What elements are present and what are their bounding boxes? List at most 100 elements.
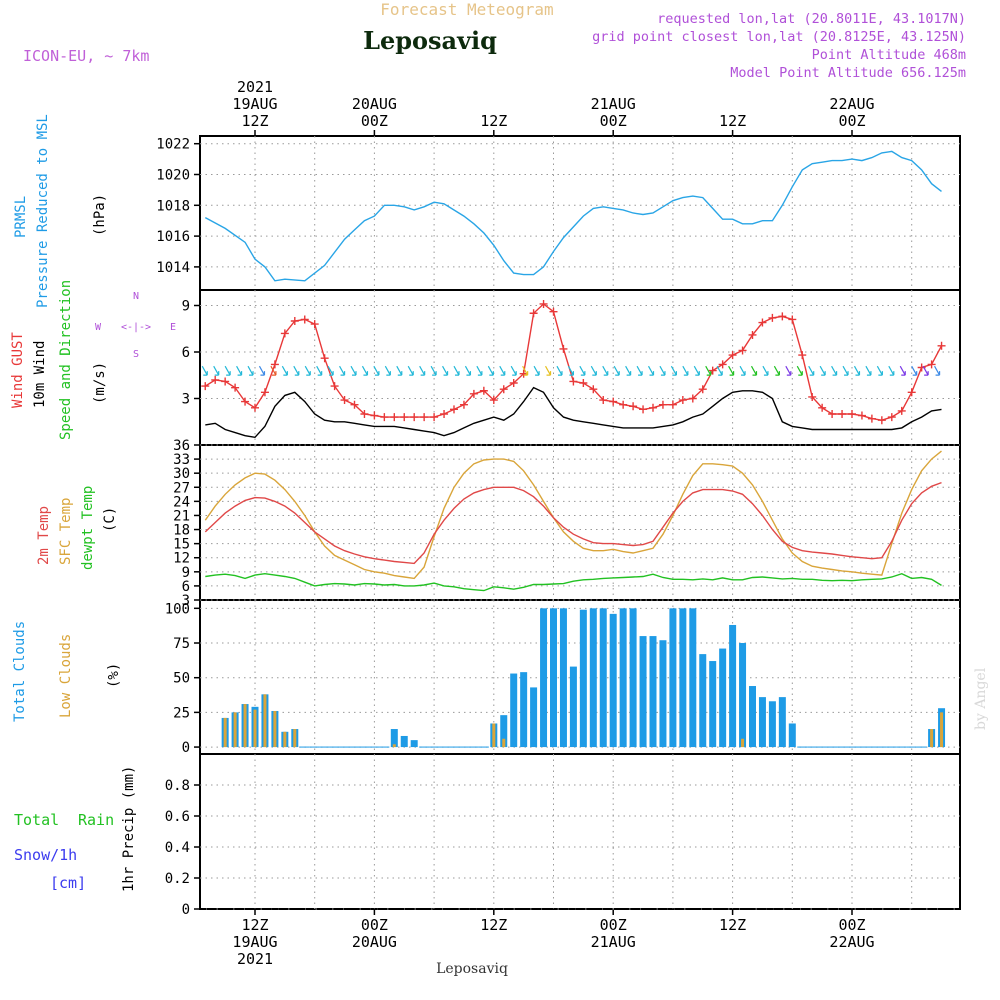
model-altitude: Model Point Altitude 656.125m <box>730 65 966 81</box>
total-cloud-bar <box>550 608 557 748</box>
gust-marker <box>828 410 837 418</box>
wind-direction-arrow <box>556 365 563 376</box>
gust-marker <box>251 403 259 412</box>
requested-coords: requested lon,lat (20.8011E, 43.1017N) <box>657 11 966 27</box>
wind-direction-arrow <box>625 365 632 376</box>
rain-label: Rain <box>78 811 114 829</box>
low-cloud-bar <box>283 731 287 748</box>
total-cloud-bar <box>699 654 707 748</box>
wind-direction-arrow <box>533 365 540 376</box>
gust-marker <box>300 315 309 324</box>
total-cloud-bar <box>559 608 567 748</box>
bottom-time-label: 12Z <box>719 916 746 934</box>
bottom-time-label: 00Z <box>361 916 388 934</box>
low-cloud-bar <box>253 709 257 748</box>
wind-direction-arrow <box>670 365 677 376</box>
wind-direction-arrow <box>293 365 300 376</box>
gust-marker <box>549 307 558 316</box>
wind-direction-arrow <box>773 365 780 376</box>
total-cloud-bar <box>788 723 796 748</box>
y-tick-label: 9 <box>182 299 190 315</box>
total-cloud-bar <box>520 672 528 748</box>
pressure-plot <box>204 150 942 282</box>
panel-frame-precip <box>199 753 961 910</box>
gust-marker <box>768 313 777 322</box>
gust-marker <box>569 377 578 386</box>
bottom-time-label: 12Z <box>480 916 507 934</box>
gust-marker <box>380 413 389 422</box>
y-tick-label: 0.4 <box>165 840 190 856</box>
y-tick-label: 1020 <box>156 168 190 184</box>
top-time-label: 12Z <box>480 112 507 130</box>
wind-direction-arrow <box>888 365 895 376</box>
bottom-time-label: 22AUG <box>829 933 874 951</box>
wind-plot <box>201 299 946 439</box>
wind-direction-arrow <box>545 365 552 376</box>
wind-gust-line <box>204 303 943 421</box>
gust-marker <box>400 413 409 422</box>
wind-direction-arrow <box>728 365 735 376</box>
gust-marker <box>788 315 797 324</box>
y-tick-label: 50 <box>173 671 190 687</box>
wind-direction-arrow <box>522 365 529 376</box>
gust-marker <box>778 312 787 321</box>
low-cloud-bar <box>940 712 944 748</box>
gust-marker <box>877 416 886 425</box>
compass-s: S <box>133 349 139 360</box>
gust-marker <box>479 386 488 395</box>
gust-marker <box>589 385 598 394</box>
watermark: by Angel <box>973 667 989 730</box>
wind-direction-arrow <box>476 365 483 376</box>
gust-marker <box>867 414 876 423</box>
y-tick-label: 24 <box>173 494 190 510</box>
y-tick-label: 15 <box>173 537 190 553</box>
wind-direction-arrow <box>419 365 426 376</box>
y-tick-label: 25 <box>173 705 190 721</box>
y-tick-label: 0 <box>182 902 190 918</box>
y-tick-label: 0.6 <box>165 809 190 825</box>
gust-marker <box>280 329 289 338</box>
gust-marker <box>499 385 508 394</box>
wind-10m-label: 10m Wind <box>32 341 48 408</box>
wind-direction-arrow <box>716 365 723 376</box>
gust-marker <box>559 344 568 353</box>
wind-direction-arrow <box>819 365 826 376</box>
y-axes: 1014101610181020102236936912151821242730… <box>156 137 200 918</box>
wind-direction-arrow <box>899 365 906 376</box>
wind-direction-arrow <box>236 365 243 376</box>
low-cloud-bar <box>223 717 227 748</box>
wind-gust-label: Wind GUST <box>10 332 26 408</box>
gust-marker <box>738 346 747 355</box>
gust-marker <box>818 403 827 412</box>
total-cloud-bar <box>669 608 677 748</box>
y-tick-label: 6 <box>182 579 190 595</box>
wind-direction-arrow <box>224 365 231 376</box>
gust-marker <box>539 299 548 308</box>
total-cloud-bar <box>709 661 717 748</box>
total-cloud-bar <box>390 729 398 748</box>
total-cloud-bar <box>719 648 727 748</box>
total-cloud-bar <box>530 687 538 748</box>
total-cloud-bar <box>689 608 697 748</box>
gust-marker <box>748 330 757 339</box>
sfc-temp-line <box>204 450 942 580</box>
y-tick-label: 36 <box>173 438 190 454</box>
gust-marker <box>340 396 349 405</box>
gust-marker <box>231 383 240 392</box>
wind-direction-arrow <box>316 365 323 376</box>
wind-direction-arrow <box>384 365 391 376</box>
footer-location: Leposaviq <box>436 961 508 977</box>
gust-marker <box>649 403 657 412</box>
gust-marker <box>430 413 439 422</box>
bottom-time-label: 21AUG <box>591 933 636 951</box>
total-cloud-bar <box>400 735 408 748</box>
bottom-time-label: 20AUG <box>352 933 397 951</box>
low-cloud-bar <box>233 712 237 748</box>
y-tick-label: 33 <box>173 452 190 468</box>
compass-arrows: <-|-> <box>121 322 151 333</box>
low-cloud-bar <box>492 723 496 748</box>
wind-speed-direction-label: Speed and Direction <box>58 280 74 440</box>
y-tick-label: 9 <box>182 565 190 581</box>
